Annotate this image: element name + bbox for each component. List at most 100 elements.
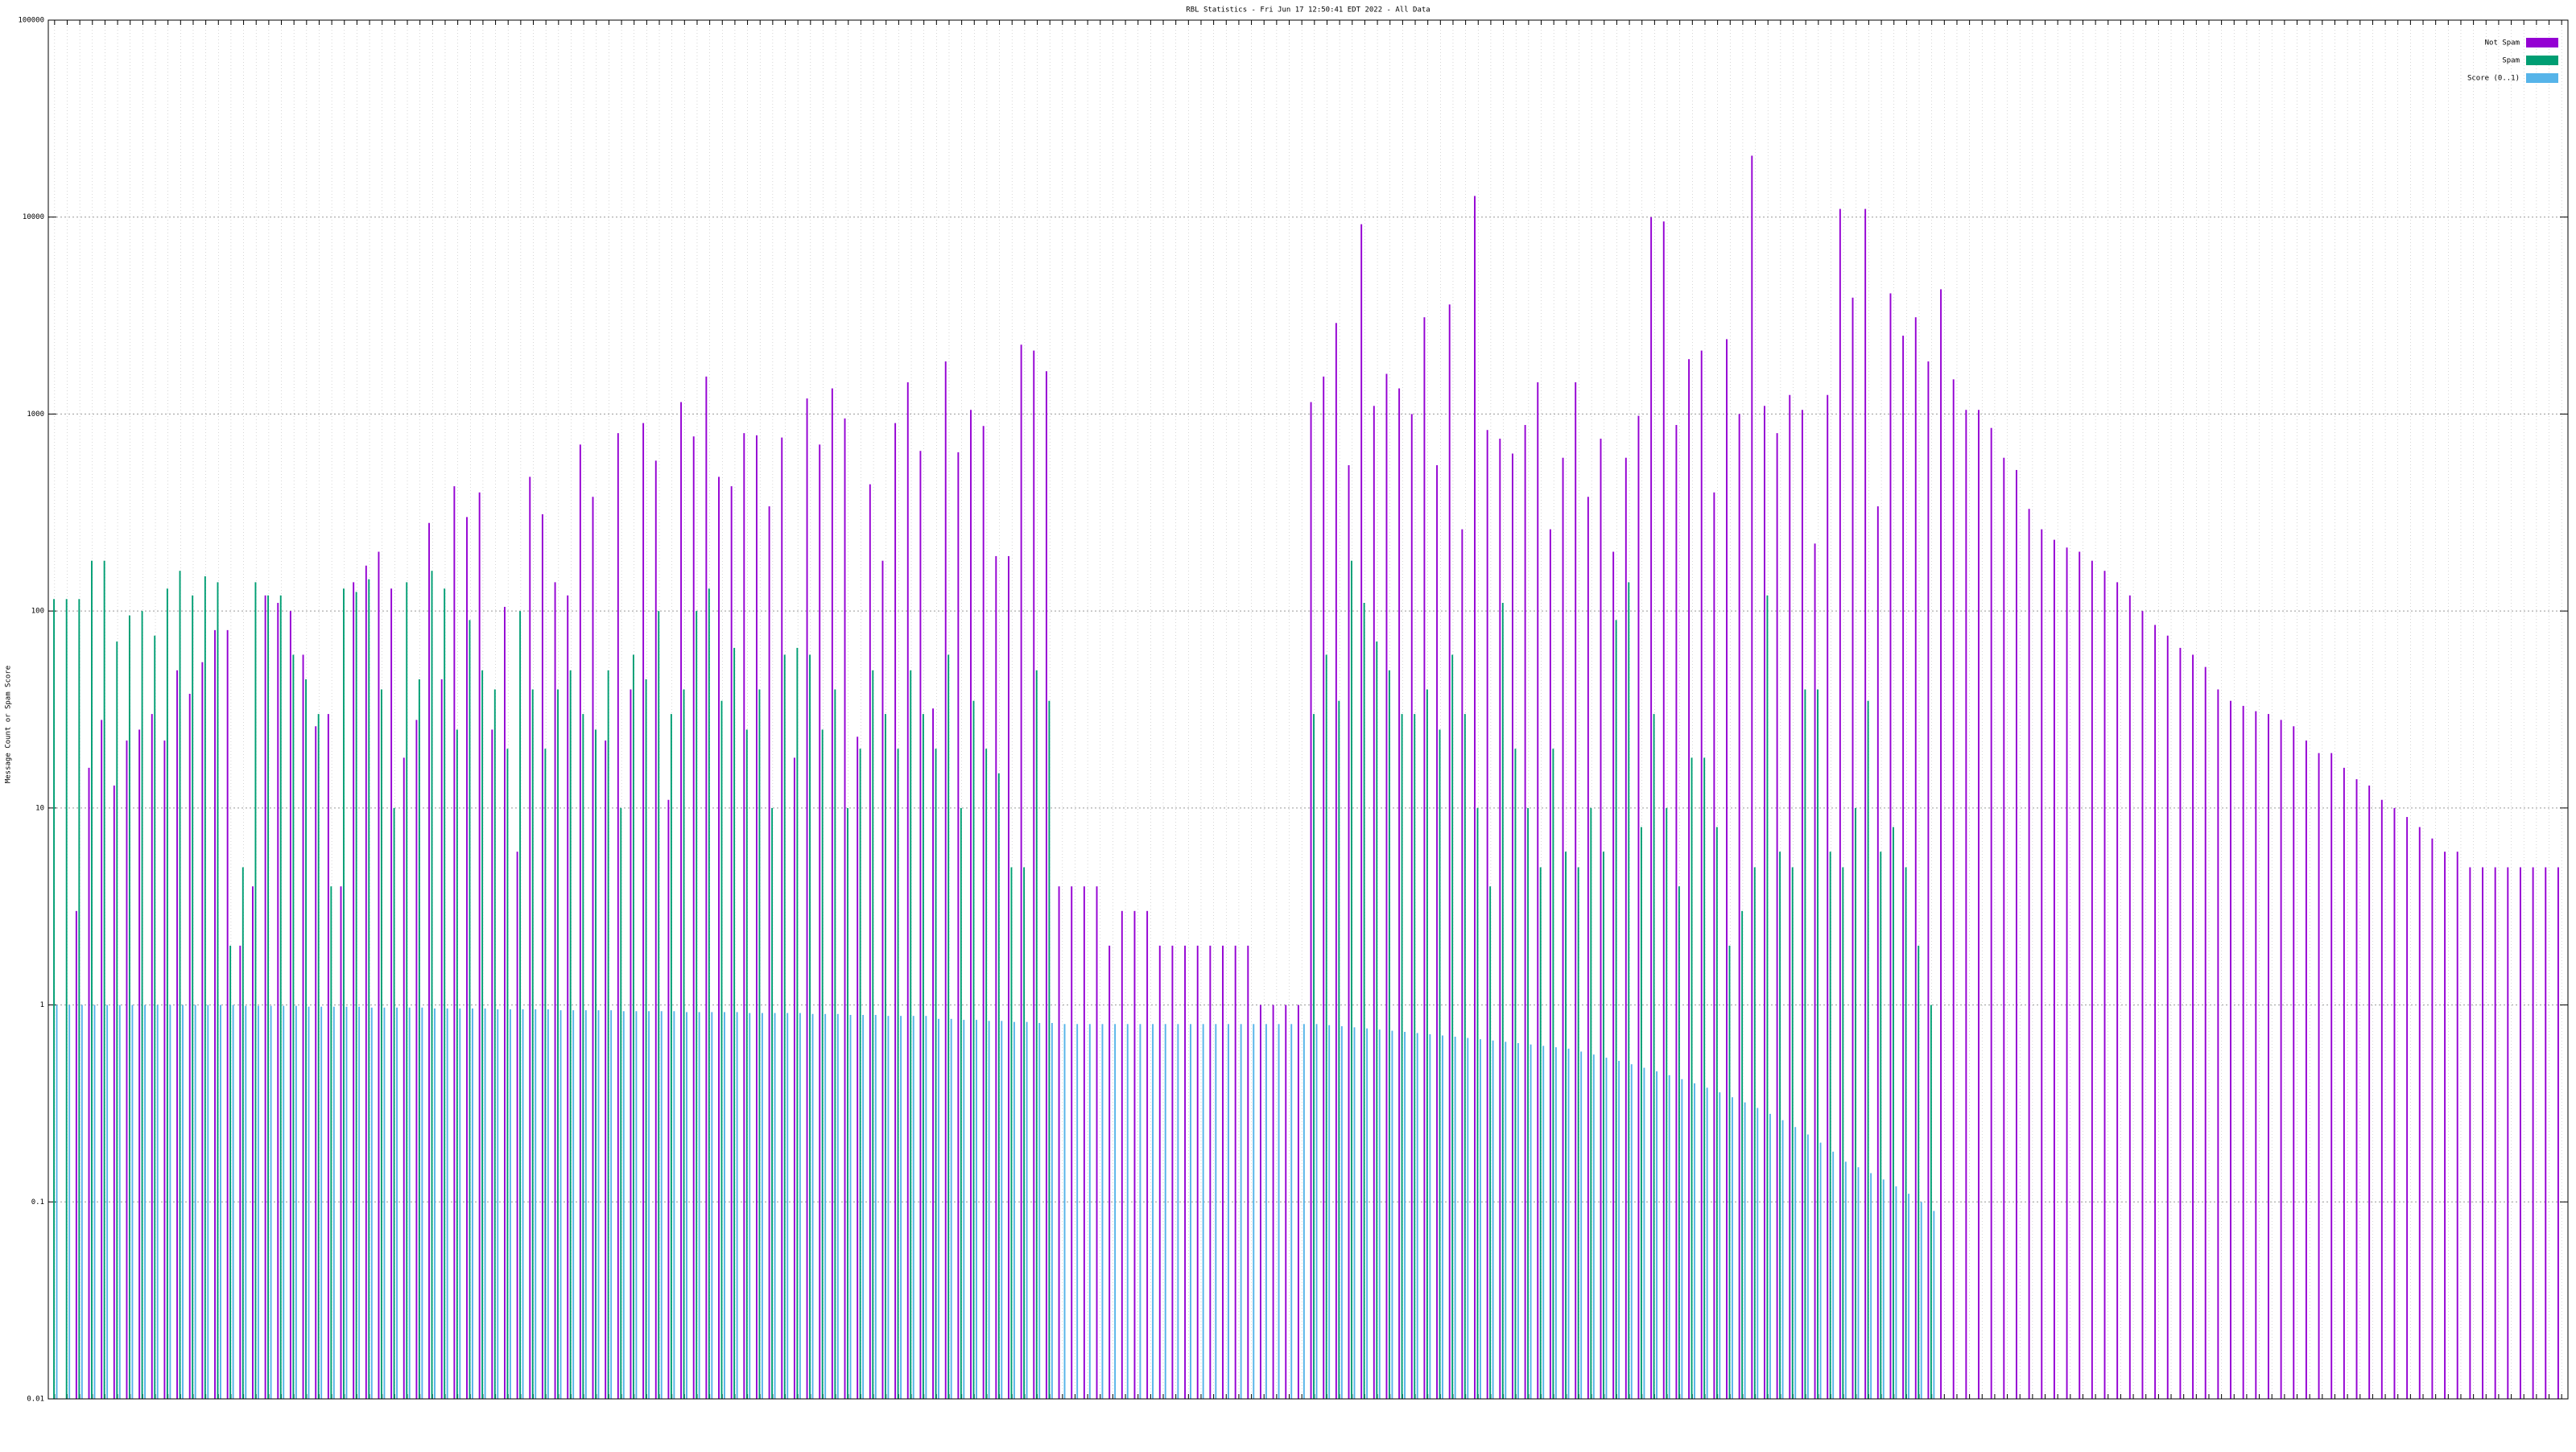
bar	[1398, 388, 1401, 1399]
bar	[327, 714, 329, 1399]
bar	[1605, 1058, 1608, 1399]
bar	[1020, 344, 1022, 1399]
bar	[330, 886, 332, 1399]
bar	[1842, 867, 1844, 1399]
bar	[781, 437, 783, 1399]
bar	[1587, 497, 1589, 1400]
legend-label: Not Spam	[2485, 39, 2520, 47]
bar	[217, 582, 219, 1399]
bar	[493, 689, 496, 1399]
bar	[522, 1009, 524, 1399]
bar	[1567, 1048, 1570, 1399]
bar	[1013, 1021, 1015, 1399]
bar	[705, 376, 708, 1399]
y-tick-label: 0.01	[27, 1396, 44, 1404]
bar	[229, 945, 232, 1399]
bar	[1781, 1120, 1784, 1399]
bar	[2003, 457, 2005, 1399]
bar	[535, 1009, 537, 1399]
bar	[1715, 827, 1718, 1399]
bar	[1930, 1004, 1932, 1399]
bar	[1476, 807, 1479, 1399]
bar	[1814, 543, 1816, 1399]
bar	[584, 1010, 587, 1399]
bar	[1806, 1134, 1809, 1399]
bar	[884, 714, 886, 1399]
bar	[1313, 714, 1315, 1399]
bar	[1817, 689, 1818, 1399]
bar	[355, 592, 357, 1399]
bar	[2217, 689, 2219, 1399]
bar	[1870, 1173, 1872, 1399]
bar	[531, 689, 534, 1399]
bar	[645, 679, 647, 1399]
bar	[1414, 714, 1416, 1399]
bar	[1499, 439, 1501, 1399]
bar	[1713, 492, 1715, 1399]
bar	[831, 388, 833, 1399]
bar	[201, 662, 204, 1399]
bar	[283, 1005, 285, 1399]
bar	[2532, 867, 2534, 1399]
bar	[1882, 1179, 1885, 1399]
bar	[1376, 641, 1378, 1399]
bar	[935, 749, 937, 1399]
y-tick-label: 1	[40, 1001, 44, 1009]
bar	[847, 807, 848, 1399]
bar	[2355, 779, 2358, 1399]
bar	[295, 1005, 297, 1399]
bar	[1461, 529, 1463, 1399]
bar	[204, 576, 206, 1399]
bar	[988, 1021, 990, 1399]
bar	[836, 1013, 839, 1399]
bar	[1666, 807, 1668, 1399]
bar	[673, 1011, 675, 1399]
bar	[1554, 1047, 1557, 1399]
bar	[1512, 453, 1513, 1400]
bar	[1083, 886, 1085, 1399]
bar	[431, 571, 433, 1399]
bar	[1918, 945, 1920, 1399]
bar	[925, 1016, 927, 1399]
bar	[579, 444, 581, 1400]
bar	[857, 736, 859, 1399]
bar	[393, 807, 395, 1399]
bar	[497, 1009, 499, 1399]
bar	[1965, 410, 1967, 1399]
bar	[1527, 807, 1530, 1399]
plot-frame	[47, 19, 2569, 1400]
bar	[995, 555, 997, 1399]
bar	[2482, 867, 2483, 1399]
bar	[944, 361, 947, 1399]
bar	[1933, 1211, 1935, 1399]
bar	[1603, 852, 1604, 1399]
bar	[686, 1012, 687, 1399]
bar	[1662, 221, 1665, 1399]
bar	[516, 852, 518, 1399]
bar	[1158, 945, 1161, 1399]
bar	[1171, 945, 1174, 1399]
bar	[1076, 1024, 1079, 1399]
bar	[2557, 867, 2559, 1399]
legend-swatch	[2526, 38, 2558, 47]
bar	[1719, 1092, 1721, 1399]
bar	[1378, 1029, 1381, 1399]
bar	[1728, 945, 1731, 1399]
bar	[214, 629, 216, 1399]
bar	[2418, 827, 2421, 1399]
bar	[2545, 867, 2547, 1399]
bar	[680, 402, 683, 1399]
bar	[1290, 1024, 1293, 1399]
bar	[1265, 1024, 1267, 1399]
bar	[1766, 595, 1769, 1399]
bar	[912, 1016, 914, 1399]
bar	[226, 629, 229, 1399]
bar	[1562, 457, 1564, 1399]
bar	[862, 1014, 865, 1399]
bar	[2343, 767, 2345, 1399]
bar	[1048, 700, 1051, 1399]
bar	[1260, 1004, 1261, 1399]
bar	[1577, 867, 1579, 1399]
bar	[887, 1016, 890, 1399]
bar	[1517, 1043, 1519, 1399]
